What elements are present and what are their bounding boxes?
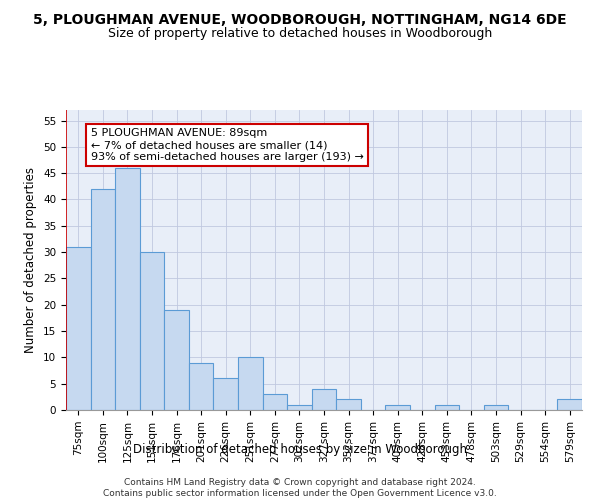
Bar bbox=[434, 404, 459, 410]
Bar bbox=[140, 252, 164, 410]
Bar bbox=[91, 189, 115, 410]
Bar bbox=[484, 404, 508, 410]
Bar bbox=[238, 358, 263, 410]
Y-axis label: Number of detached properties: Number of detached properties bbox=[25, 167, 37, 353]
Text: 5, PLOUGHMAN AVENUE, WOODBOROUGH, NOTTINGHAM, NG14 6DE: 5, PLOUGHMAN AVENUE, WOODBOROUGH, NOTTIN… bbox=[33, 12, 567, 26]
Bar bbox=[263, 394, 287, 410]
Bar bbox=[66, 247, 91, 410]
Bar bbox=[115, 168, 140, 410]
Bar bbox=[214, 378, 238, 410]
Bar bbox=[189, 362, 214, 410]
Text: Size of property relative to detached houses in Woodborough: Size of property relative to detached ho… bbox=[108, 28, 492, 40]
Bar bbox=[287, 404, 312, 410]
Bar bbox=[557, 400, 582, 410]
Bar bbox=[385, 404, 410, 410]
Bar bbox=[312, 389, 336, 410]
Bar bbox=[336, 400, 361, 410]
Text: Distribution of detached houses by size in Woodborough: Distribution of detached houses by size … bbox=[133, 442, 467, 456]
Bar bbox=[164, 310, 189, 410]
Text: Contains HM Land Registry data © Crown copyright and database right 2024.
Contai: Contains HM Land Registry data © Crown c… bbox=[103, 478, 497, 498]
Text: 5 PLOUGHMAN AVENUE: 89sqm
← 7% of detached houses are smaller (14)
93% of semi-d: 5 PLOUGHMAN AVENUE: 89sqm ← 7% of detach… bbox=[91, 128, 364, 162]
